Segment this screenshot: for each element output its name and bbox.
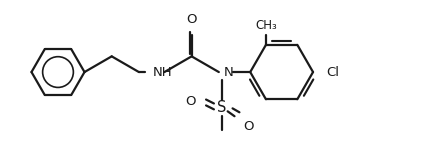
Text: CH₃: CH₃ xyxy=(255,19,277,32)
Text: O: O xyxy=(185,95,195,108)
Text: Cl: Cl xyxy=(326,66,339,79)
Text: NH: NH xyxy=(153,66,172,79)
Text: N: N xyxy=(224,66,233,79)
Text: S: S xyxy=(217,100,227,115)
Text: O: O xyxy=(186,13,197,26)
Text: O: O xyxy=(243,120,254,133)
